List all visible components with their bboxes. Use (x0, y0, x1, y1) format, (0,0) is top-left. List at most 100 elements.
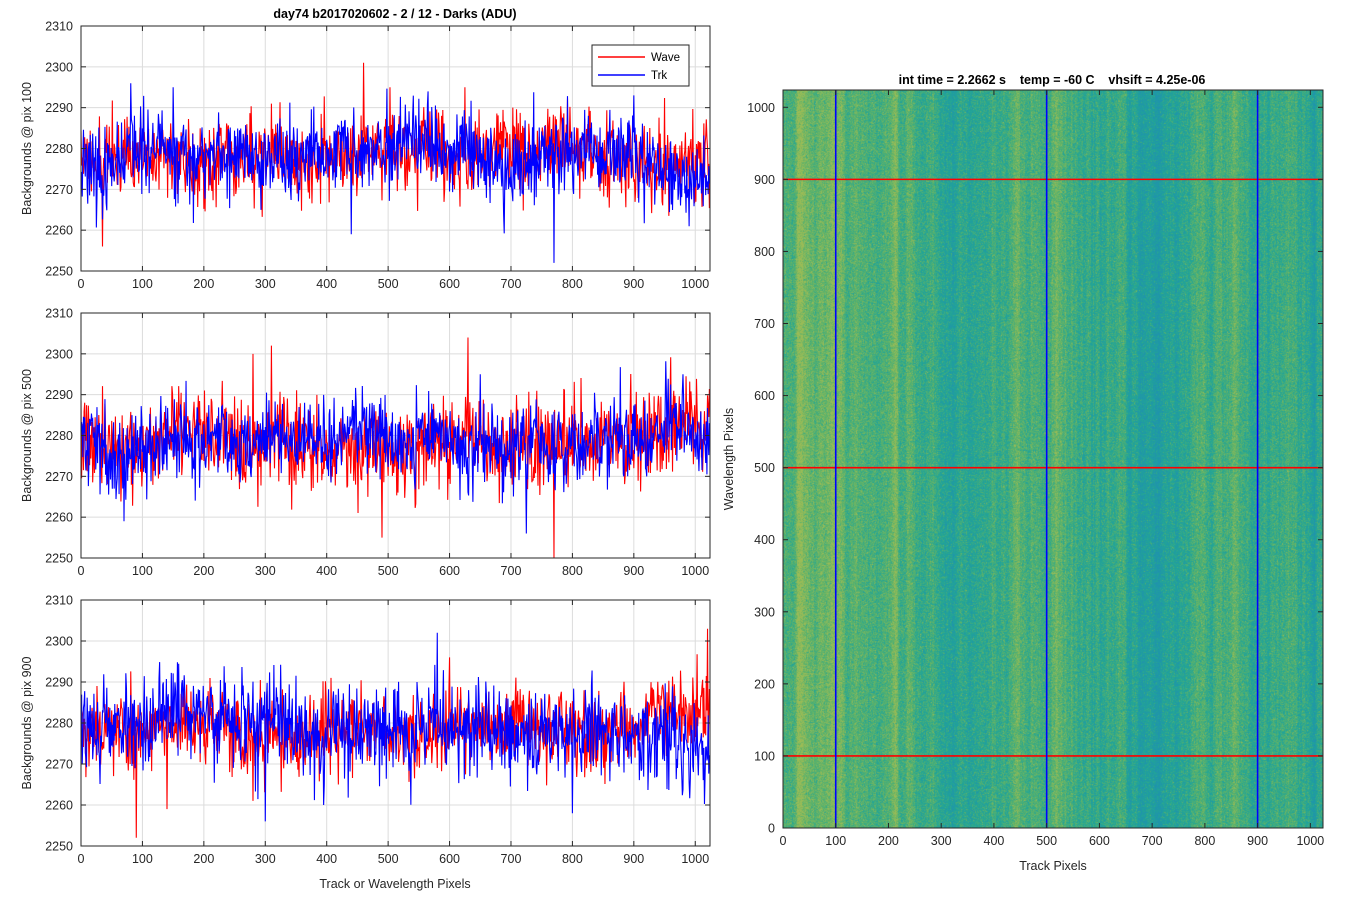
series-trk-line (81, 83, 710, 263)
x-tick-label: 600 (1089, 834, 1110, 848)
heatmap-title: int time = 2.2662 s temp = -60 C vhsift … (899, 73, 1206, 87)
x-tick-label: 600 (439, 852, 460, 866)
x-tick-label: 700 (501, 852, 522, 866)
x-tick-label: 600 (439, 277, 460, 291)
x-tick-label: 400 (316, 277, 337, 291)
y-tick-labels: 0 100 200 300 400 500 600 700 800 900 1000 (747, 101, 1323, 836)
x-axis-label: Track or Wavelength Pixels (319, 877, 470, 891)
y-tick-labels: 2250 2260 2270 2280 2290 2300 2310 (45, 20, 710, 279)
y-axis-label: Backgrounds @ pix 100 (20, 82, 34, 215)
x-tick-label: 400 (316, 564, 337, 578)
y-tick-label: 2260 (45, 799, 73, 813)
y-tick-labels: 2250 2260 2270 2280 2290 2300 2310 (45, 307, 710, 566)
x-tick-label: 500 (1036, 834, 1057, 848)
y-tick-label: 0 (768, 822, 775, 836)
x-tick-label: 200 (193, 564, 214, 578)
x-tick-label: 700 (501, 564, 522, 578)
x-tick-label: 200 (193, 852, 214, 866)
y-tick-label: 2290 (45, 676, 73, 690)
y-tick-label: 2280 (45, 717, 73, 731)
y-tick-label: 200 (754, 677, 775, 691)
x-tick-label: 100 (825, 834, 846, 848)
x-tick-label: 200 (193, 277, 214, 291)
y-tick-label: 400 (754, 533, 775, 547)
x-tick-label: 300 (931, 834, 952, 848)
plot-panel-pix-100: 0 100 200 300 400 500 600 700 800 900 1000 2250 226… (20, 20, 711, 291)
x-tick-label: 800 (1194, 834, 1215, 848)
y-axis-label: Backgrounds @ pix 500 (20, 369, 34, 502)
x-tick-label: 0 (78, 852, 85, 866)
y-tick-label: 2270 (45, 470, 73, 484)
y-tick-label: 2300 (45, 60, 73, 74)
y-tick-label: 2310 (45, 307, 73, 321)
x-tick-label: 0 (78, 277, 85, 291)
series-trk-line (81, 632, 710, 822)
legend-trk-label: Trk (651, 70, 667, 82)
x-tick-label: 400 (984, 834, 1005, 848)
y-tick-label: 2260 (45, 511, 73, 525)
x-tick-label: 500 (378, 852, 399, 866)
y-tick-label: 700 (754, 317, 775, 331)
y-tick-label: 1000 (747, 101, 775, 115)
legend-wave-label: Wave (651, 52, 680, 64)
legend: Wave Trk (591, 44, 690, 87)
figure-title: day74 b2017020602 - 2 / 12 - Darks (ADU) (273, 7, 516, 21)
x-tick-label: 1000 (681, 852, 709, 866)
y-tick-label: 2300 (45, 635, 73, 649)
y-tick-label: 2260 (45, 224, 73, 238)
x-tick-label: 800 (562, 277, 583, 291)
x-tick-label: 1000 (681, 564, 709, 578)
x-tick-label: 700 (501, 277, 522, 291)
y-tick-label: 2250 (45, 840, 73, 854)
x-tick-label: 0 (78, 564, 85, 578)
y-tick-label: 2310 (45, 594, 73, 608)
heatmap-overlay-lines (783, 90, 1323, 828)
y-tick-label: 800 (754, 245, 775, 259)
x-tick-label: 800 (562, 852, 583, 866)
y-tick-labels: 2250 2260 2270 2280 2290 2300 2310 (45, 594, 710, 854)
x-tick-label: 900 (1247, 834, 1268, 848)
y-tick-label: 2250 (45, 552, 73, 566)
y-tick-label: 500 (754, 461, 775, 475)
x-tick-label: 100 (132, 277, 153, 291)
x-tick-label: 100 (132, 852, 153, 866)
x-tick-label: 1000 (681, 277, 709, 291)
x-tick-label: 500 (378, 564, 399, 578)
x-axis-label: Track Pixels (1019, 859, 1087, 873)
y-axis-label: Wavelength Pixels (722, 408, 736, 510)
y-tick-label: 100 (754, 749, 775, 763)
x-tick-label: 300 (255, 852, 276, 866)
y-tick-label: 2310 (45, 20, 73, 34)
y-tick-label: 2290 (45, 101, 73, 115)
x-tick-labels: 0 100 200 300 400 500 600 700 800 900 1000 (78, 26, 709, 291)
y-tick-label: 600 (754, 389, 775, 403)
x-tick-label: 200 (878, 834, 899, 848)
y-axis-label: Backgrounds @ pix 900 (20, 657, 34, 790)
x-tick-label: 400 (316, 852, 337, 866)
heatmap-panel: int time = 2.2662 s temp = -60 C vhsift … (722, 73, 1324, 873)
x-tick-labels: 0 100 200 300 400 500 600 700 800 900 1000 (78, 600, 709, 866)
y-tick-label: 2290 (45, 388, 73, 402)
x-tick-labels: 0 100 200 300 400 500 600 700 800 900 1000 (78, 313, 709, 578)
heatmap-image (783, 90, 1323, 828)
x-tick-labels: 0 100 200 300 400 500 600 700 800 900 1000 (780, 90, 1324, 848)
x-tick-label: 600 (439, 564, 460, 578)
x-tick-label: 300 (255, 564, 276, 578)
x-tick-label: 500 (378, 277, 399, 291)
x-tick-label: 1000 (1296, 834, 1324, 848)
plot-panel-pix-900: 0 100 200 300 400 500 600 700 800 900 1000 2250 226… (20, 594, 711, 891)
x-tick-label: 900 (623, 564, 644, 578)
y-tick-label: 2300 (45, 347, 73, 361)
x-tick-label: 900 (623, 277, 644, 291)
y-tick-label: 300 (754, 605, 775, 619)
plot-panel-pix-500: 0 100 200 300 400 500 600 700 800 900 1000 2250 226… (20, 307, 711, 578)
y-tick-label: 2280 (45, 142, 73, 156)
x-tick-label: 100 (132, 564, 153, 578)
y-tick-label: 2270 (45, 183, 73, 197)
y-tick-label: 2270 (45, 758, 73, 772)
series-trk-line (81, 361, 710, 534)
y-tick-label: 2250 (45, 265, 73, 279)
x-tick-label: 0 (780, 834, 787, 848)
y-tick-label: 900 (754, 173, 775, 187)
